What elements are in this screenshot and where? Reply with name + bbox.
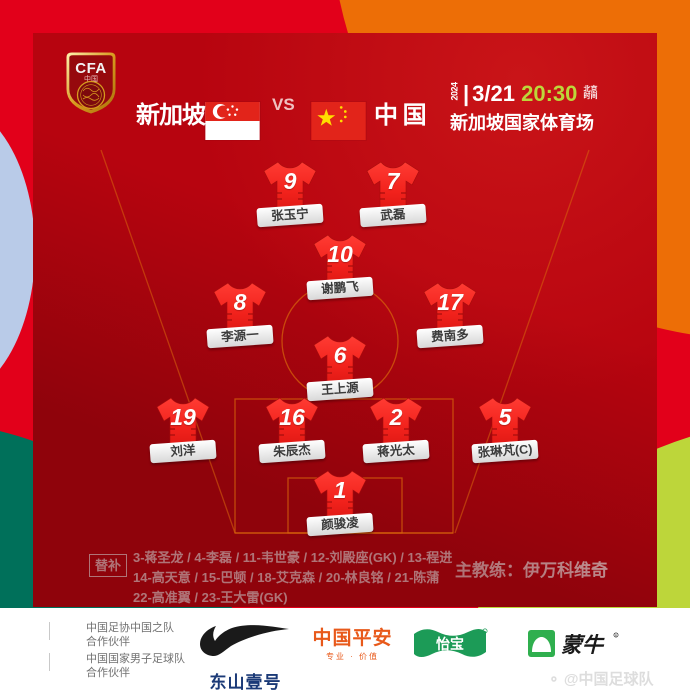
svg-text:CFA: CFA [75, 60, 107, 77]
svg-text:蒙牛: 蒙牛 [561, 633, 605, 657]
svg-text:怡宝: 怡宝 [436, 636, 464, 652]
svg-text:R: R [484, 630, 487, 634]
